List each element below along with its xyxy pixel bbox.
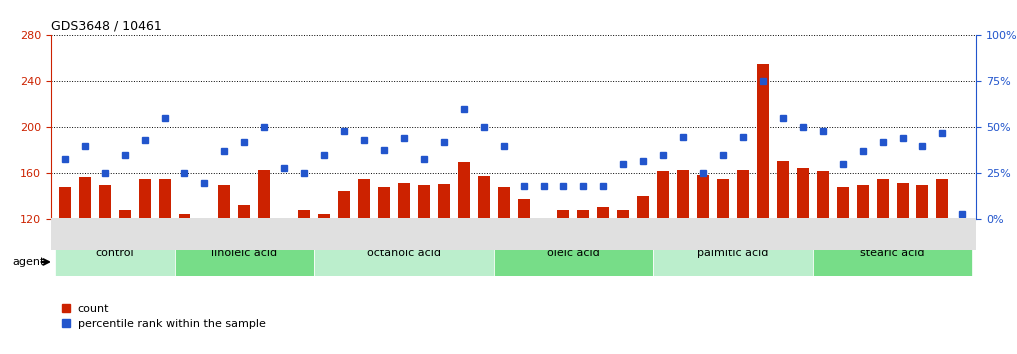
Bar	[497, 187, 510, 219]
Bar	[777, 161, 789, 219]
Bar	[358, 179, 370, 219]
Bar	[78, 177, 91, 219]
Bar	[458, 162, 470, 219]
Text: control: control	[96, 248, 134, 258]
Bar	[757, 64, 769, 219]
Text: octanoic acid: octanoic acid	[367, 248, 441, 258]
Bar	[617, 210, 630, 219]
Bar	[578, 210, 590, 219]
Text: GDS3648 / 10461: GDS3648 / 10461	[51, 20, 162, 33]
Bar	[518, 199, 530, 219]
FancyBboxPatch shape	[314, 230, 493, 276]
Bar	[238, 205, 250, 219]
Bar	[657, 171, 669, 219]
Text: stearic acid: stearic acid	[860, 248, 924, 258]
Bar	[159, 179, 171, 219]
Bar	[717, 179, 729, 219]
Bar	[437, 184, 450, 219]
Bar	[638, 196, 649, 219]
Bar	[119, 210, 130, 219]
FancyBboxPatch shape	[493, 230, 653, 276]
Text: agent: agent	[12, 257, 45, 267]
Bar	[398, 183, 410, 219]
Bar	[258, 170, 271, 219]
Bar	[478, 176, 489, 219]
Bar	[916, 185, 929, 219]
Bar	[837, 187, 848, 219]
Bar	[856, 185, 869, 219]
Bar	[59, 187, 71, 219]
Text: linoleic acid: linoleic acid	[212, 248, 278, 258]
FancyBboxPatch shape	[175, 230, 314, 276]
Bar	[418, 185, 430, 219]
Text: palmitic acid: palmitic acid	[698, 248, 769, 258]
Bar	[219, 185, 231, 219]
Bar	[378, 187, 390, 219]
Bar	[597, 207, 609, 219]
Bar	[557, 210, 570, 219]
Bar	[298, 210, 310, 219]
Bar	[817, 171, 829, 219]
Legend: count, percentile rank within the sample: count, percentile rank within the sample	[56, 299, 270, 334]
FancyBboxPatch shape	[55, 230, 175, 276]
Bar	[737, 170, 749, 219]
Bar	[877, 179, 889, 219]
Bar	[897, 183, 908, 219]
Bar	[677, 170, 690, 219]
FancyBboxPatch shape	[813, 230, 972, 276]
Bar	[937, 179, 949, 219]
Text: oleic acid: oleic acid	[547, 248, 600, 258]
Bar	[99, 185, 111, 219]
Bar	[179, 214, 190, 219]
Bar	[697, 175, 709, 219]
Bar	[138, 179, 151, 219]
FancyBboxPatch shape	[653, 230, 813, 276]
Bar	[338, 191, 350, 219]
Bar	[318, 214, 331, 219]
Bar	[796, 168, 809, 219]
